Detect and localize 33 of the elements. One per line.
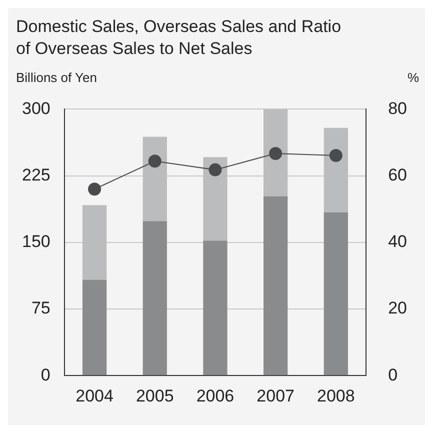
point bbox=[329, 148, 342, 162]
bar bbox=[324, 128, 348, 212]
point bbox=[88, 182, 102, 196]
bar bbox=[264, 109, 288, 196]
y-tick-label: 300 bbox=[22, 98, 50, 118]
bar bbox=[203, 240, 228, 376]
x-tick-label: 2006 bbox=[196, 386, 234, 406]
y2-tick-label: 80 bbox=[388, 98, 408, 118]
y2-tick-label: 20 bbox=[388, 298, 408, 318]
point bbox=[269, 146, 282, 160]
y-axis-title: Billions of Yen bbox=[16, 70, 97, 85]
y2-tick-label: 60 bbox=[388, 165, 408, 184]
y2-tick-label: 40 bbox=[388, 232, 408, 252]
y-tick-label: 75 bbox=[31, 298, 50, 318]
x-tick-label: 2004 bbox=[76, 386, 114, 406]
y-tick-label: 225 bbox=[22, 165, 50, 184]
chart-title: Domestic Sales, Overseas Sales and Ratio of Overseas Sales to Net Sales bbox=[15, 16, 342, 60]
bar bbox=[203, 157, 228, 241]
y2-axis-title: % bbox=[407, 70, 419, 85]
point bbox=[208, 163, 222, 176]
y-tick-label: 150 bbox=[22, 232, 50, 252]
bar bbox=[264, 196, 288, 376]
bar bbox=[324, 212, 348, 376]
x-tick-label: 2005 bbox=[136, 386, 174, 406]
bar bbox=[142, 136, 167, 222]
bar bbox=[82, 205, 107, 280]
y-tick-label: 0 bbox=[40, 365, 50, 384]
point bbox=[148, 154, 162, 168]
bar bbox=[142, 221, 167, 376]
y2-tick-label: 0 bbox=[388, 365, 398, 384]
x-tick-label: 2007 bbox=[256, 386, 294, 406]
bar bbox=[82, 280, 107, 376]
x-tick-label: 2008 bbox=[317, 386, 355, 406]
